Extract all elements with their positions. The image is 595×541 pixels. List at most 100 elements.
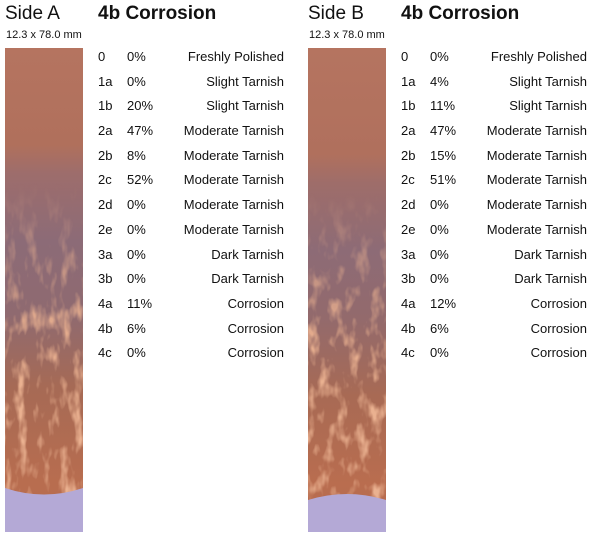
- table-row: 2c 52% Moderate Tarnish: [98, 170, 284, 195]
- side-b-table: 0 0% Freshly Polished 1a 4% Slight Tarnish 1…: [401, 47, 587, 368]
- row-code: 2d: [98, 197, 113, 213]
- table-row: 4b 6% Corrosion: [98, 319, 284, 344]
- table-row: 4c 0% Corrosion: [98, 343, 284, 368]
- table-row: 1a 0% Slight Tarnish: [98, 72, 284, 97]
- row-percent: 0%: [127, 221, 146, 237]
- row-percent: 12%: [430, 295, 457, 311]
- row-description: Corrosion: [227, 320, 284, 336]
- row-percent: 47%: [430, 123, 457, 139]
- row-code: 4b: [401, 320, 416, 336]
- row-percent: 52%: [127, 172, 154, 188]
- row-percent: 0%: [430, 345, 449, 361]
- row-description: Corrosion: [530, 345, 587, 361]
- row-description: Moderate Tarnish: [486, 221, 587, 237]
- row-description: Dark Tarnish: [211, 271, 284, 287]
- side-b-panel: Side B 12.3 x 78.0 mm 4b Corrosion: [303, 0, 593, 541]
- table-row: 2b 8% Moderate Tarnish: [98, 146, 284, 171]
- row-percent: 15%: [430, 147, 457, 163]
- row-percent: 0%: [127, 197, 146, 213]
- table-row: 4b 6% Corrosion: [401, 319, 587, 344]
- row-percent: 4%: [430, 73, 449, 89]
- row-percent: 0%: [127, 73, 146, 89]
- row-code: 1b: [401, 98, 416, 114]
- row-code: 2b: [401, 147, 416, 163]
- row-code: 2e: [98, 221, 113, 237]
- row-percent: 0%: [430, 221, 449, 237]
- side-b-dimensions: 12.3 x 78.0 mm: [309, 29, 385, 41]
- row-description: Slight Tarnish: [509, 98, 587, 114]
- row-percent: 0%: [127, 246, 146, 262]
- table-row: 0 0% Freshly Polished: [98, 47, 284, 72]
- row-percent: 0%: [430, 197, 449, 213]
- row-code: 4c: [98, 345, 112, 361]
- row-code: 2e: [401, 221, 416, 237]
- row-percent: 0%: [430, 246, 449, 262]
- row-percent: 8%: [127, 147, 146, 163]
- row-code: 2c: [98, 172, 112, 188]
- row-code: 2b: [98, 147, 113, 163]
- row-description: Freshly Polished: [490, 49, 587, 64]
- row-description: Moderate Tarnish: [486, 123, 587, 139]
- row-description: Moderate Tarnish: [486, 172, 587, 188]
- row-code: 2a: [98, 123, 113, 139]
- side-a-sample-image: [5, 48, 83, 532]
- row-code: 4a: [401, 295, 416, 311]
- row-code: 0: [98, 49, 106, 64]
- row-code: 3b: [98, 271, 113, 287]
- side-b-sample-image: [308, 48, 386, 532]
- table-row: 3b 0% Dark Tarnish: [98, 269, 284, 294]
- table-row: 2e 0% Moderate Tarnish: [401, 220, 587, 245]
- row-description: Corrosion: [227, 295, 284, 311]
- row-description: Corrosion: [227, 345, 284, 361]
- table-row: 2d 0% Moderate Tarnish: [98, 195, 284, 220]
- table-row: 1b 20% Slight Tarnish: [98, 96, 284, 121]
- row-percent: 0%: [127, 49, 146, 64]
- row-percent: 6%: [430, 320, 449, 336]
- table-row: 2c 51% Moderate Tarnish: [401, 170, 587, 195]
- row-code: 1b: [98, 98, 113, 114]
- row-code: 1a: [98, 73, 113, 89]
- row-code: 3b: [401, 271, 416, 287]
- table-row: 3a 0% Dark Tarnish: [98, 245, 284, 270]
- row-description: Freshly Polished: [187, 49, 284, 64]
- side-a-dimensions: 12.3 x 78.0 mm: [6, 29, 82, 41]
- row-code: 4a: [98, 295, 113, 311]
- row-code: 2a: [401, 123, 416, 139]
- table-row: 0 0% Freshly Polished: [401, 47, 587, 72]
- row-code: 2d: [401, 197, 416, 213]
- row-description: Dark Tarnish: [514, 271, 587, 287]
- table-row: 2b 15% Moderate Tarnish: [401, 146, 587, 171]
- side-a-panel: Side A 12.3 x 78.0 mm 4b Corrosion: [0, 0, 290, 541]
- table-row: 2d 0% Moderate Tarnish: [401, 195, 587, 220]
- row-percent: 47%: [127, 123, 154, 139]
- row-code: 0: [401, 49, 409, 64]
- row-code: 3a: [401, 246, 416, 262]
- side-b-heading: 4b Corrosion: [401, 3, 520, 24]
- table-row: 4a 12% Corrosion: [401, 294, 587, 319]
- row-percent: 11%: [127, 295, 153, 311]
- row-percent: 11%: [430, 98, 456, 114]
- row-description: Moderate Tarnish: [486, 147, 587, 163]
- row-code: 2c: [401, 172, 415, 188]
- side-b-title: Side B: [308, 3, 364, 24]
- row-description: Moderate Tarnish: [183, 172, 284, 188]
- row-percent: 51%: [430, 172, 457, 188]
- row-description: Moderate Tarnish: [183, 123, 284, 139]
- side-a-title: Side A: [5, 3, 60, 24]
- row-percent: 0%: [127, 271, 146, 287]
- side-a-table: 0 0% Freshly Polished 1a 0% Slight Tarnish 1…: [98, 47, 284, 368]
- table-row: 2a 47% Moderate Tarnish: [98, 121, 284, 146]
- table-row: 3b 0% Dark Tarnish: [401, 269, 587, 294]
- table-row: 4c 0% Corrosion: [401, 343, 587, 368]
- side-a-heading: 4b Corrosion: [98, 3, 217, 24]
- table-row: 4a 11% Corrosion: [98, 294, 284, 319]
- table-row: 1b 11% Slight Tarnish: [401, 96, 587, 121]
- row-description: Moderate Tarnish: [183, 197, 284, 213]
- row-description: Moderate Tarnish: [183, 221, 284, 237]
- row-code: 4b: [98, 320, 113, 336]
- row-description: Dark Tarnish: [514, 246, 587, 262]
- table-row: 3a 0% Dark Tarnish: [401, 245, 587, 270]
- row-description: Corrosion: [530, 295, 587, 311]
- row-percent: 0%: [430, 271, 449, 287]
- row-description: Moderate Tarnish: [183, 147, 284, 163]
